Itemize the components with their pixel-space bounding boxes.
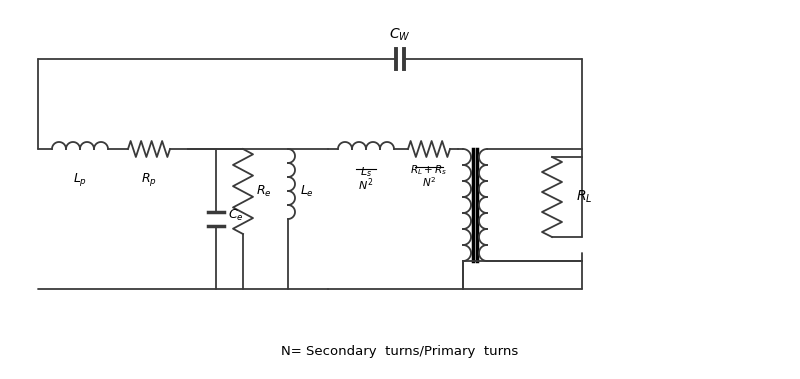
Text: $N^2$: $N^2$ — [422, 175, 436, 189]
Text: N= Secondary  turns/Primary  turns: N= Secondary turns/Primary turns — [282, 345, 518, 357]
Text: $N^2$: $N^2$ — [358, 176, 374, 193]
Text: $R_L$: $R_L$ — [576, 189, 593, 205]
Text: $R_e$: $R_e$ — [256, 184, 272, 199]
Text: $C_e$: $C_e$ — [228, 207, 244, 222]
Text: $L_e$: $L_e$ — [300, 183, 314, 199]
Text: $L_p$: $L_p$ — [73, 171, 87, 188]
Text: $C_W$: $C_W$ — [389, 27, 411, 43]
Text: $R_L + R_s$: $R_L + R_s$ — [410, 163, 447, 177]
Text: $R_p$: $R_p$ — [141, 171, 157, 188]
Text: $L_s$: $L_s$ — [360, 165, 372, 179]
